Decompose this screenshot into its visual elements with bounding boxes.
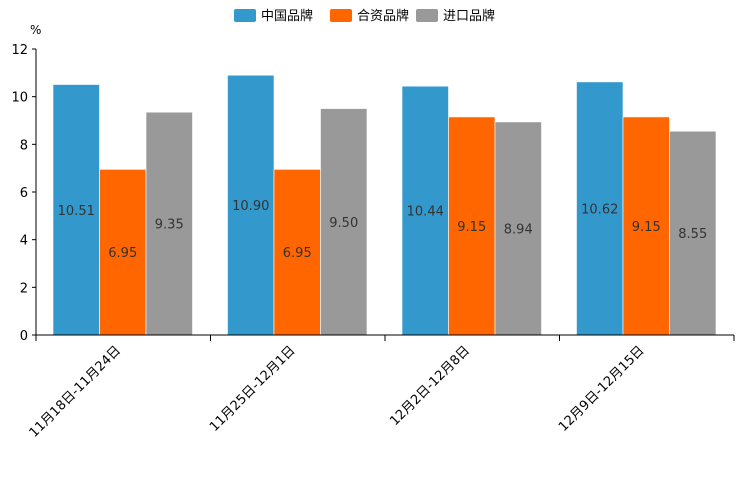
y-tick-label: 4 bbox=[20, 234, 28, 249]
legend-swatch-1 bbox=[234, 9, 256, 22]
bar bbox=[99, 169, 147, 336]
data-label: 9.15 bbox=[457, 220, 486, 235]
legend-swatch-2 bbox=[330, 9, 352, 22]
data-label: 10.62 bbox=[581, 202, 618, 217]
y-tick-label: 0 bbox=[20, 329, 28, 344]
data-label: 8.55 bbox=[678, 227, 707, 242]
legend-label-3: 进口品牌 bbox=[443, 8, 495, 24]
y-tick-label: 8 bbox=[20, 138, 28, 153]
bar bbox=[448, 116, 496, 336]
data-label: 9.50 bbox=[329, 216, 358, 231]
data-label: 10.51 bbox=[58, 204, 95, 219]
y-tick-label: 10 bbox=[11, 91, 28, 106]
bar bbox=[320, 108, 368, 336]
data-label: 9.35 bbox=[155, 218, 184, 233]
bar bbox=[401, 85, 449, 336]
y-axis-unit-label: % bbox=[30, 23, 41, 37]
legend-label-1: 中国品牌 bbox=[261, 8, 313, 24]
bar bbox=[145, 111, 193, 336]
bar bbox=[52, 84, 100, 336]
bar bbox=[622, 116, 670, 336]
bars: 10.51 6.95 9.35 10.90 6.95 9.50 10.44 9.15 8.94 1… bbox=[52, 74, 717, 336]
data-label: 10.90 bbox=[232, 199, 269, 214]
y-tick-label: 12 bbox=[11, 43, 28, 58]
x-tick-label: 11月18日-11月24日 bbox=[27, 343, 124, 440]
y-tick-label: 6 bbox=[20, 186, 28, 201]
y-axis: 0 2 4 6 8 10 12 bbox=[11, 43, 37, 344]
data-label: 8.94 bbox=[504, 222, 533, 237]
legend: 中国品牌 合资品牌 进口品牌 bbox=[234, 8, 495, 24]
x-tick-label: 11月25日-12月1日 bbox=[207, 343, 299, 435]
x-tick-label: 12月2日-12月8日 bbox=[387, 343, 473, 429]
x-axis: 11月18日-11月24日 11月25日-12月1日 12月2日-12月8日 12月9… bbox=[27, 334, 735, 441]
data-label: 10.44 bbox=[407, 205, 444, 220]
x-tick-label: 12月9日-12月15日 bbox=[556, 343, 648, 435]
legend-label-2: 合资品牌 bbox=[357, 8, 409, 24]
data-label: 6.95 bbox=[283, 246, 312, 261]
data-label: 6.95 bbox=[108, 246, 137, 261]
bar bbox=[669, 130, 717, 336]
y-tick-label: 2 bbox=[20, 281, 28, 296]
legend-swatch-3 bbox=[416, 9, 438, 22]
data-label: 9.15 bbox=[632, 220, 661, 235]
